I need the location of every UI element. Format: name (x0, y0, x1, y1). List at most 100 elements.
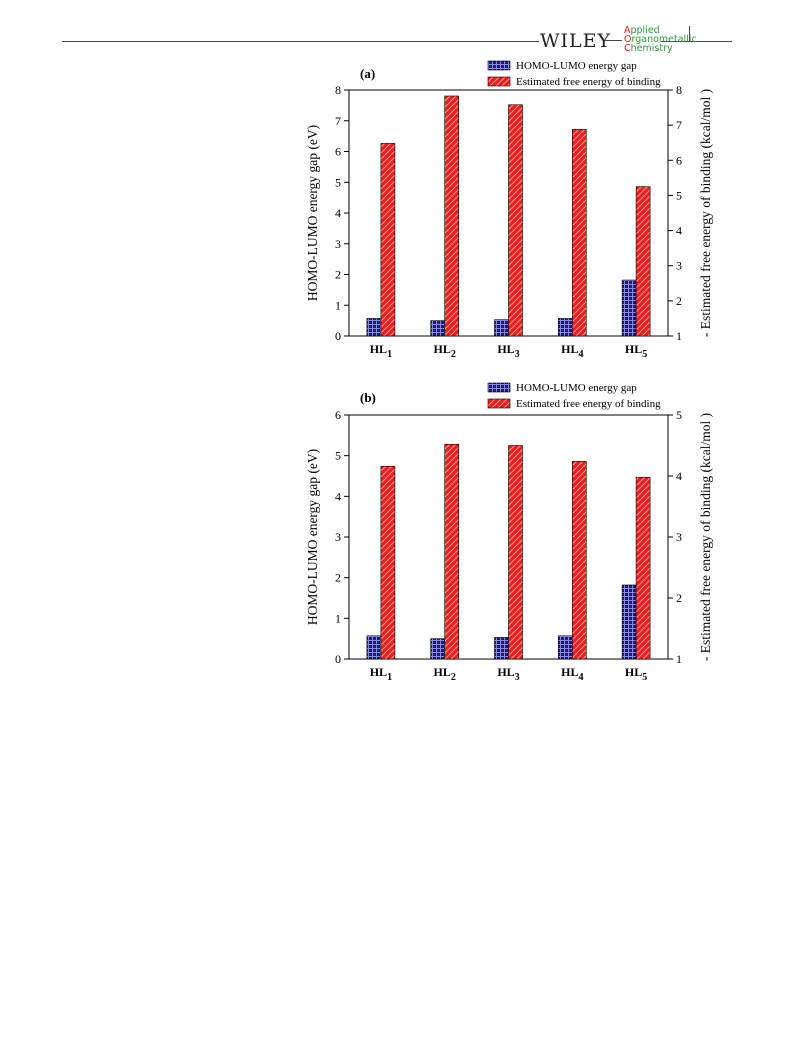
category-label-subscript: 2 (451, 349, 456, 360)
category-label: HL3 (497, 665, 519, 683)
left-axis-tick-label: 0 (335, 329, 341, 343)
bar-free-energy-binding (380, 143, 396, 337)
legend-label-gap: HOMO-LUMO energy gap (516, 382, 637, 394)
bar-homo-lumo-gap (557, 635, 573, 660)
journal-line-1: Applied (624, 25, 660, 36)
bar-free-energy-binding (571, 461, 587, 660)
bar-homo-lumo-gap (430, 638, 446, 660)
left-axis-title: HOMO-LUMO energy gap (eV) (305, 449, 320, 625)
category-label: HL2 (434, 665, 456, 683)
bar-free-energy-binding (635, 186, 651, 337)
right-axis-tick-label: 2 (676, 591, 682, 605)
header-tick (689, 26, 690, 41)
bar-free-energy-binding (444, 443, 460, 660)
right-axis-tick-label: 5 (676, 408, 682, 422)
bar-homo-lumo-gap (621, 584, 637, 660)
bar-free-energy-binding (444, 95, 460, 337)
category-label-subscript: 5 (642, 349, 647, 360)
left-axis-tick-label: 1 (335, 611, 341, 625)
left-axis-tick-label: 7 (335, 114, 341, 128)
category-label-base: HL (434, 665, 451, 679)
category-label-base: HL (561, 342, 578, 356)
category-label-base: HL (497, 342, 514, 356)
right-axis-title: - Estimated free energy of binding (kcal… (698, 413, 713, 661)
category-label-subscript: 1 (387, 672, 392, 683)
chart-panel-a: 0 1 2 3 4 5 6 7 8 1 2 3 4 5 6 7 8 HOMO-LUMO energy gap (e… (305, 60, 713, 360)
journal-line-3: Chemistry (624, 43, 673, 54)
category-label: HL5 (625, 665, 647, 683)
right-axis-tick-label: 7 (676, 118, 682, 132)
left-axis-tick-label: 8 (335, 83, 341, 97)
left-axis-tick-label: 2 (335, 571, 341, 585)
header-rule-right (661, 41, 732, 42)
bar-homo-lumo-gap (366, 318, 382, 337)
right-axis-tick-label: 1 (676, 329, 682, 343)
chart-panel-b: 0 1 2 3 4 5 6 1 2 3 4 5 HOMO-LUMO energy gap (eV) - E… (305, 382, 713, 683)
left-axis-tick-label: 6 (335, 408, 341, 422)
bar-homo-lumo-gap (557, 318, 573, 337)
category-label-base: HL (497, 665, 514, 679)
category-label-subscript: 3 (515, 672, 520, 683)
category-label: HL5 (625, 342, 647, 360)
header-rule (62, 41, 539, 42)
category-label: HL2 (434, 342, 456, 360)
category-label-base: HL (370, 665, 387, 679)
legend-label-binding: Estimated free energy of binding (516, 398, 661, 410)
legend-swatch-binding (487, 76, 511, 87)
legend-label-gap: HOMO-LUMO energy gap (516, 60, 637, 72)
category-label-subscript: 2 (451, 672, 456, 683)
left-axis-tick-label: 6 (335, 145, 341, 159)
bar-homo-lumo-gap (494, 319, 509, 337)
right-axis-tick-label: 3 (676, 259, 682, 273)
right-axis-tick-label: 1 (676, 652, 682, 666)
category-label-base: HL (625, 342, 642, 356)
panel-label: (b) (360, 390, 376, 405)
bar-free-energy-binding (508, 104, 523, 337)
bar-free-energy-binding (571, 129, 587, 337)
category-label: HL3 (497, 342, 519, 360)
right-axis-tick-label: 3 (676, 530, 682, 544)
category-label-subscript: 3 (515, 349, 520, 360)
category-label-base: HL (370, 342, 387, 356)
left-axis-tick-label: 4 (335, 206, 341, 220)
right-axis-tick-label: 2 (676, 294, 682, 308)
publisher-logo: WILEY (540, 30, 612, 52)
bar-homo-lumo-gap (366, 635, 382, 660)
category-label-base: HL (625, 665, 642, 679)
left-axis-tick-label: 0 (335, 652, 341, 666)
bar-homo-lumo-gap (621, 279, 637, 337)
category-label: HL4 (561, 342, 583, 360)
bar-homo-lumo-gap (430, 320, 446, 337)
category-label-base: HL (434, 342, 451, 356)
left-axis-title: HOMO-LUMO energy gap (eV) (305, 125, 320, 301)
journal-line-2: Organometallic (605, 34, 697, 45)
legend-swatch-gap (487, 60, 511, 71)
category-label-subscript: 5 (642, 672, 647, 683)
legend-swatch-gap (487, 382, 511, 393)
legend-swatch-binding (487, 398, 511, 409)
left-axis-tick-label: 4 (335, 489, 341, 503)
bar-free-energy-binding (380, 465, 396, 660)
left-axis-tick-label: 1 (335, 298, 341, 312)
bar-homo-lumo-gap (494, 637, 509, 660)
category-label-base: HL (561, 665, 578, 679)
right-axis-title: - Estimated free energy of binding (kcal… (698, 89, 713, 337)
left-axis-tick-label: 3 (335, 237, 341, 251)
category-label: HL1 (370, 342, 392, 360)
category-label-subscript: 4 (578, 672, 583, 683)
bar-free-energy-binding (508, 445, 523, 660)
left-axis-tick-label: 5 (335, 175, 341, 189)
right-axis-tick-label: 6 (676, 153, 682, 167)
category-label-subscript: 1 (387, 349, 392, 360)
right-axis-tick-label: 4 (676, 469, 682, 483)
category-label-subscript: 4 (578, 349, 583, 360)
left-axis-tick-label: 5 (335, 449, 341, 463)
left-axis-tick-label: 2 (335, 268, 341, 282)
bar-free-energy-binding (635, 476, 651, 660)
category-label: HL4 (561, 665, 583, 683)
legend-label-binding: Estimated free energy of binding (516, 76, 661, 88)
left-axis-tick-label: 3 (335, 530, 341, 544)
right-axis-tick-label: 8 (676, 83, 682, 97)
journal-title: Applied Organometallic Chemistry (605, 25, 697, 54)
right-axis-tick-label: 4 (676, 224, 682, 238)
